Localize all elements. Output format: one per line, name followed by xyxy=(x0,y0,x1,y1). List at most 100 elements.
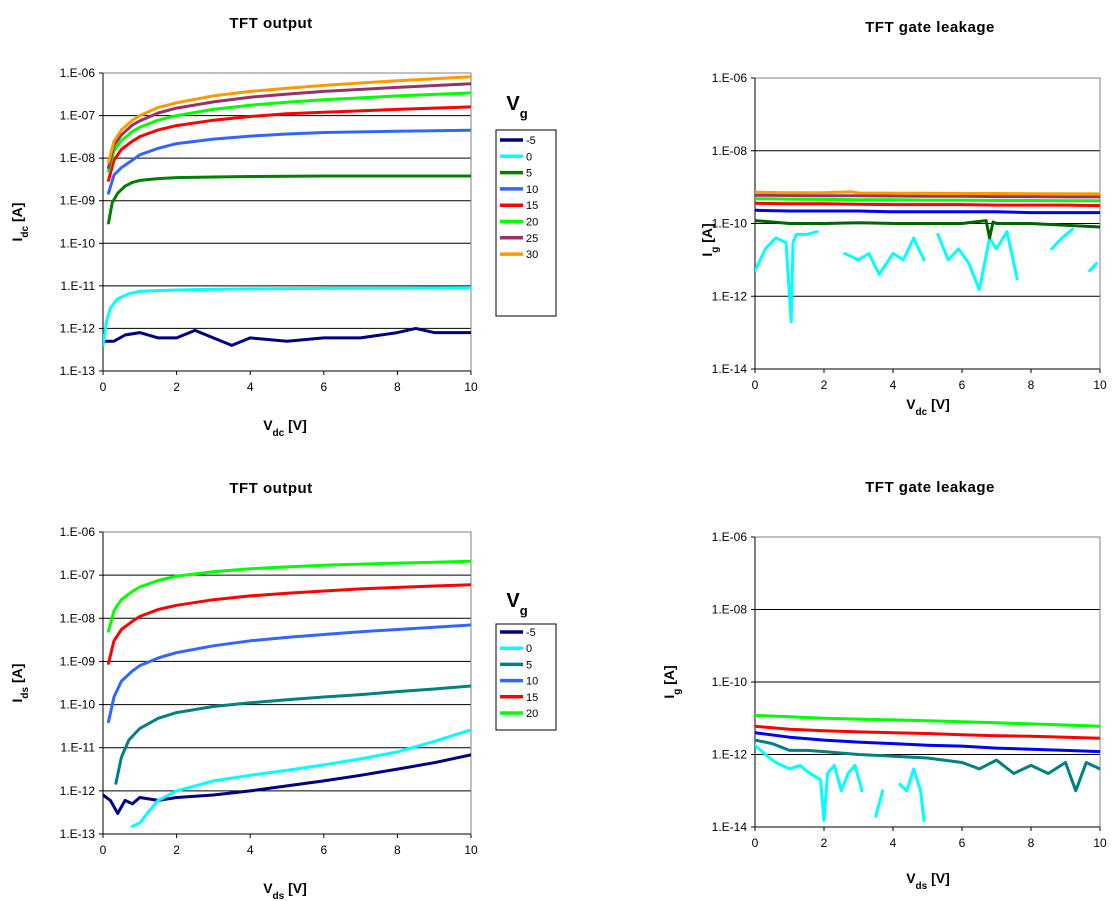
legend-label: -5 xyxy=(526,627,536,639)
x-tick-label: 10 xyxy=(464,843,478,857)
y-tick-label: 1.E-06 xyxy=(60,66,96,80)
series-line-vg-15 xyxy=(755,201,1100,208)
x-tick-label: 10 xyxy=(1093,378,1107,392)
x-tick-label: 2 xyxy=(821,836,828,850)
series-line-vg-0 xyxy=(1050,227,1074,251)
y-tick-label: 1.E-10 xyxy=(60,698,96,712)
chart-2: TFT gate leakage 1.E-14 1.E-12 1.E-10 1.E-08… xyxy=(699,19,1107,418)
y-tick-label: 1.E-14 xyxy=(712,820,748,834)
chart-1: TFT output 1.E-13 1.E-12 1.E-11 1.E-10 1.E-09… xyxy=(9,15,557,439)
x-tick-label: 2 xyxy=(173,380,180,394)
series-line-vg-0 xyxy=(874,789,885,818)
series-line-vg-25 xyxy=(107,82,471,170)
legend-label: 5 xyxy=(526,659,532,671)
x-tick-label: 0 xyxy=(752,378,759,392)
y-tick-label: 1.E-12 xyxy=(60,321,96,335)
series-line-vg-10 xyxy=(755,208,1100,215)
y-tick-label: 1.E-11 xyxy=(61,741,96,755)
legend-title: Vg xyxy=(506,590,527,618)
y-tick-label: 1.E-08 xyxy=(60,151,96,165)
plot-area xyxy=(102,531,472,835)
chart-title: TFT output xyxy=(229,15,312,32)
y-tick-label: 1.E-06 xyxy=(60,525,96,539)
series-line-vg-0 xyxy=(936,230,1019,292)
y-tick-label: 1.E-08 xyxy=(60,611,96,625)
x-tick-label: 0 xyxy=(100,843,107,857)
y-axis-label: Ids [A] xyxy=(9,664,31,703)
series-line-vg-0 xyxy=(898,767,926,823)
legend: Vg -5 0 5 10 15 20 xyxy=(495,590,557,731)
legend-label: 15 xyxy=(526,692,538,704)
x-tick-label: 6 xyxy=(959,836,966,850)
legend-label: 15 xyxy=(526,200,538,212)
y-tick-label: 1.E-07 xyxy=(60,568,96,582)
y-tick-label: 1.E-08 xyxy=(712,603,748,617)
x-tick-label: 4 xyxy=(890,378,897,392)
legend-label: 5 xyxy=(526,168,532,180)
series-line-vg-15 xyxy=(107,583,471,665)
series-line-vg-15 xyxy=(755,724,1100,740)
y-tick-label: 1.E-10 xyxy=(60,236,96,250)
x-tick-label: 4 xyxy=(247,380,254,394)
y-tick-label: 1.E-10 xyxy=(712,217,748,231)
series-line-vg-30 xyxy=(755,190,1100,196)
y-tick-label: 1.E-12 xyxy=(712,289,748,303)
series-line-vg-0 xyxy=(843,236,926,276)
y-tick-label: 1.E-06 xyxy=(712,530,748,544)
x-axis-label: Vdc [V] xyxy=(263,417,307,439)
y-tick-label: 1.E-11 xyxy=(61,279,96,293)
chart-title: TFT output xyxy=(229,480,312,497)
legend-title: Vg xyxy=(506,93,527,121)
y-tick-label: 1.E-07 xyxy=(60,109,96,123)
x-tick-label: 2 xyxy=(173,843,180,857)
series-group xyxy=(755,190,1100,324)
y-tick-label: 1.E-09 xyxy=(60,654,96,668)
series-line-vg-20 xyxy=(107,91,471,173)
x-tick-label: 0 xyxy=(752,836,759,850)
legend: Vg -5 0 5 10 15 20 25 30 xyxy=(495,93,557,317)
series-line-vg-5 xyxy=(755,219,1100,240)
y-tick-label: 1.E-08 xyxy=(712,144,748,158)
series-line-vg-10 xyxy=(107,128,471,195)
series-group xyxy=(103,559,471,828)
series-line-vg-30 xyxy=(107,75,471,164)
series-line-vg-10 xyxy=(107,623,471,724)
chart-4: TFT gate leakage 1.E-14 1.E-12 1.E-10 1.E-08… xyxy=(661,479,1107,892)
x-axis-label: Vds [V] xyxy=(906,870,950,892)
y-tick-label: 1.E-14 xyxy=(712,362,748,376)
y-axis-label: Idc [A] xyxy=(9,203,31,242)
x-tick-label: 2 xyxy=(821,378,828,392)
y-axis-label: Ig [A] xyxy=(699,223,721,256)
series-line-vg-20 xyxy=(107,559,471,633)
y-tick-label: 1.E-13 xyxy=(60,364,96,378)
y-tick-label: 1.E-06 xyxy=(712,71,748,85)
chart-title: TFT gate leakage xyxy=(865,479,995,496)
y-tick-label: 1.E-09 xyxy=(60,194,96,208)
y-tick-label: 1.E-10 xyxy=(712,675,748,689)
x-tick-label: 6 xyxy=(320,843,327,857)
series-line-vg-10 xyxy=(755,731,1100,754)
series-line-vg-20 xyxy=(755,713,1100,728)
y-tick-label: 1.E-12 xyxy=(60,784,96,798)
legend-label: 10 xyxy=(526,676,538,688)
x-tick-label: 0 xyxy=(100,380,107,394)
legend-label: 20 xyxy=(526,217,538,229)
series-line-vg-15 xyxy=(107,105,471,182)
series-line-vg-5 xyxy=(755,738,1100,793)
legend-label: 0 xyxy=(526,643,532,655)
x-tick-label: 6 xyxy=(959,378,966,392)
x-axis-label: Vds [V] xyxy=(263,880,307,901)
x-tick-label: 8 xyxy=(394,843,401,857)
legend-label: 20 xyxy=(526,708,538,720)
plot-area xyxy=(102,72,472,372)
legend-label: 10 xyxy=(526,184,538,196)
series-line-vg-20 xyxy=(755,197,1100,203)
x-tick-label: 10 xyxy=(464,380,478,394)
legend-label: 25 xyxy=(526,233,538,245)
series-line-vg-0 xyxy=(755,743,864,823)
series-line-vg-0 xyxy=(130,728,471,828)
x-tick-label: 6 xyxy=(320,380,327,394)
series-line-vg-5 xyxy=(107,174,471,225)
